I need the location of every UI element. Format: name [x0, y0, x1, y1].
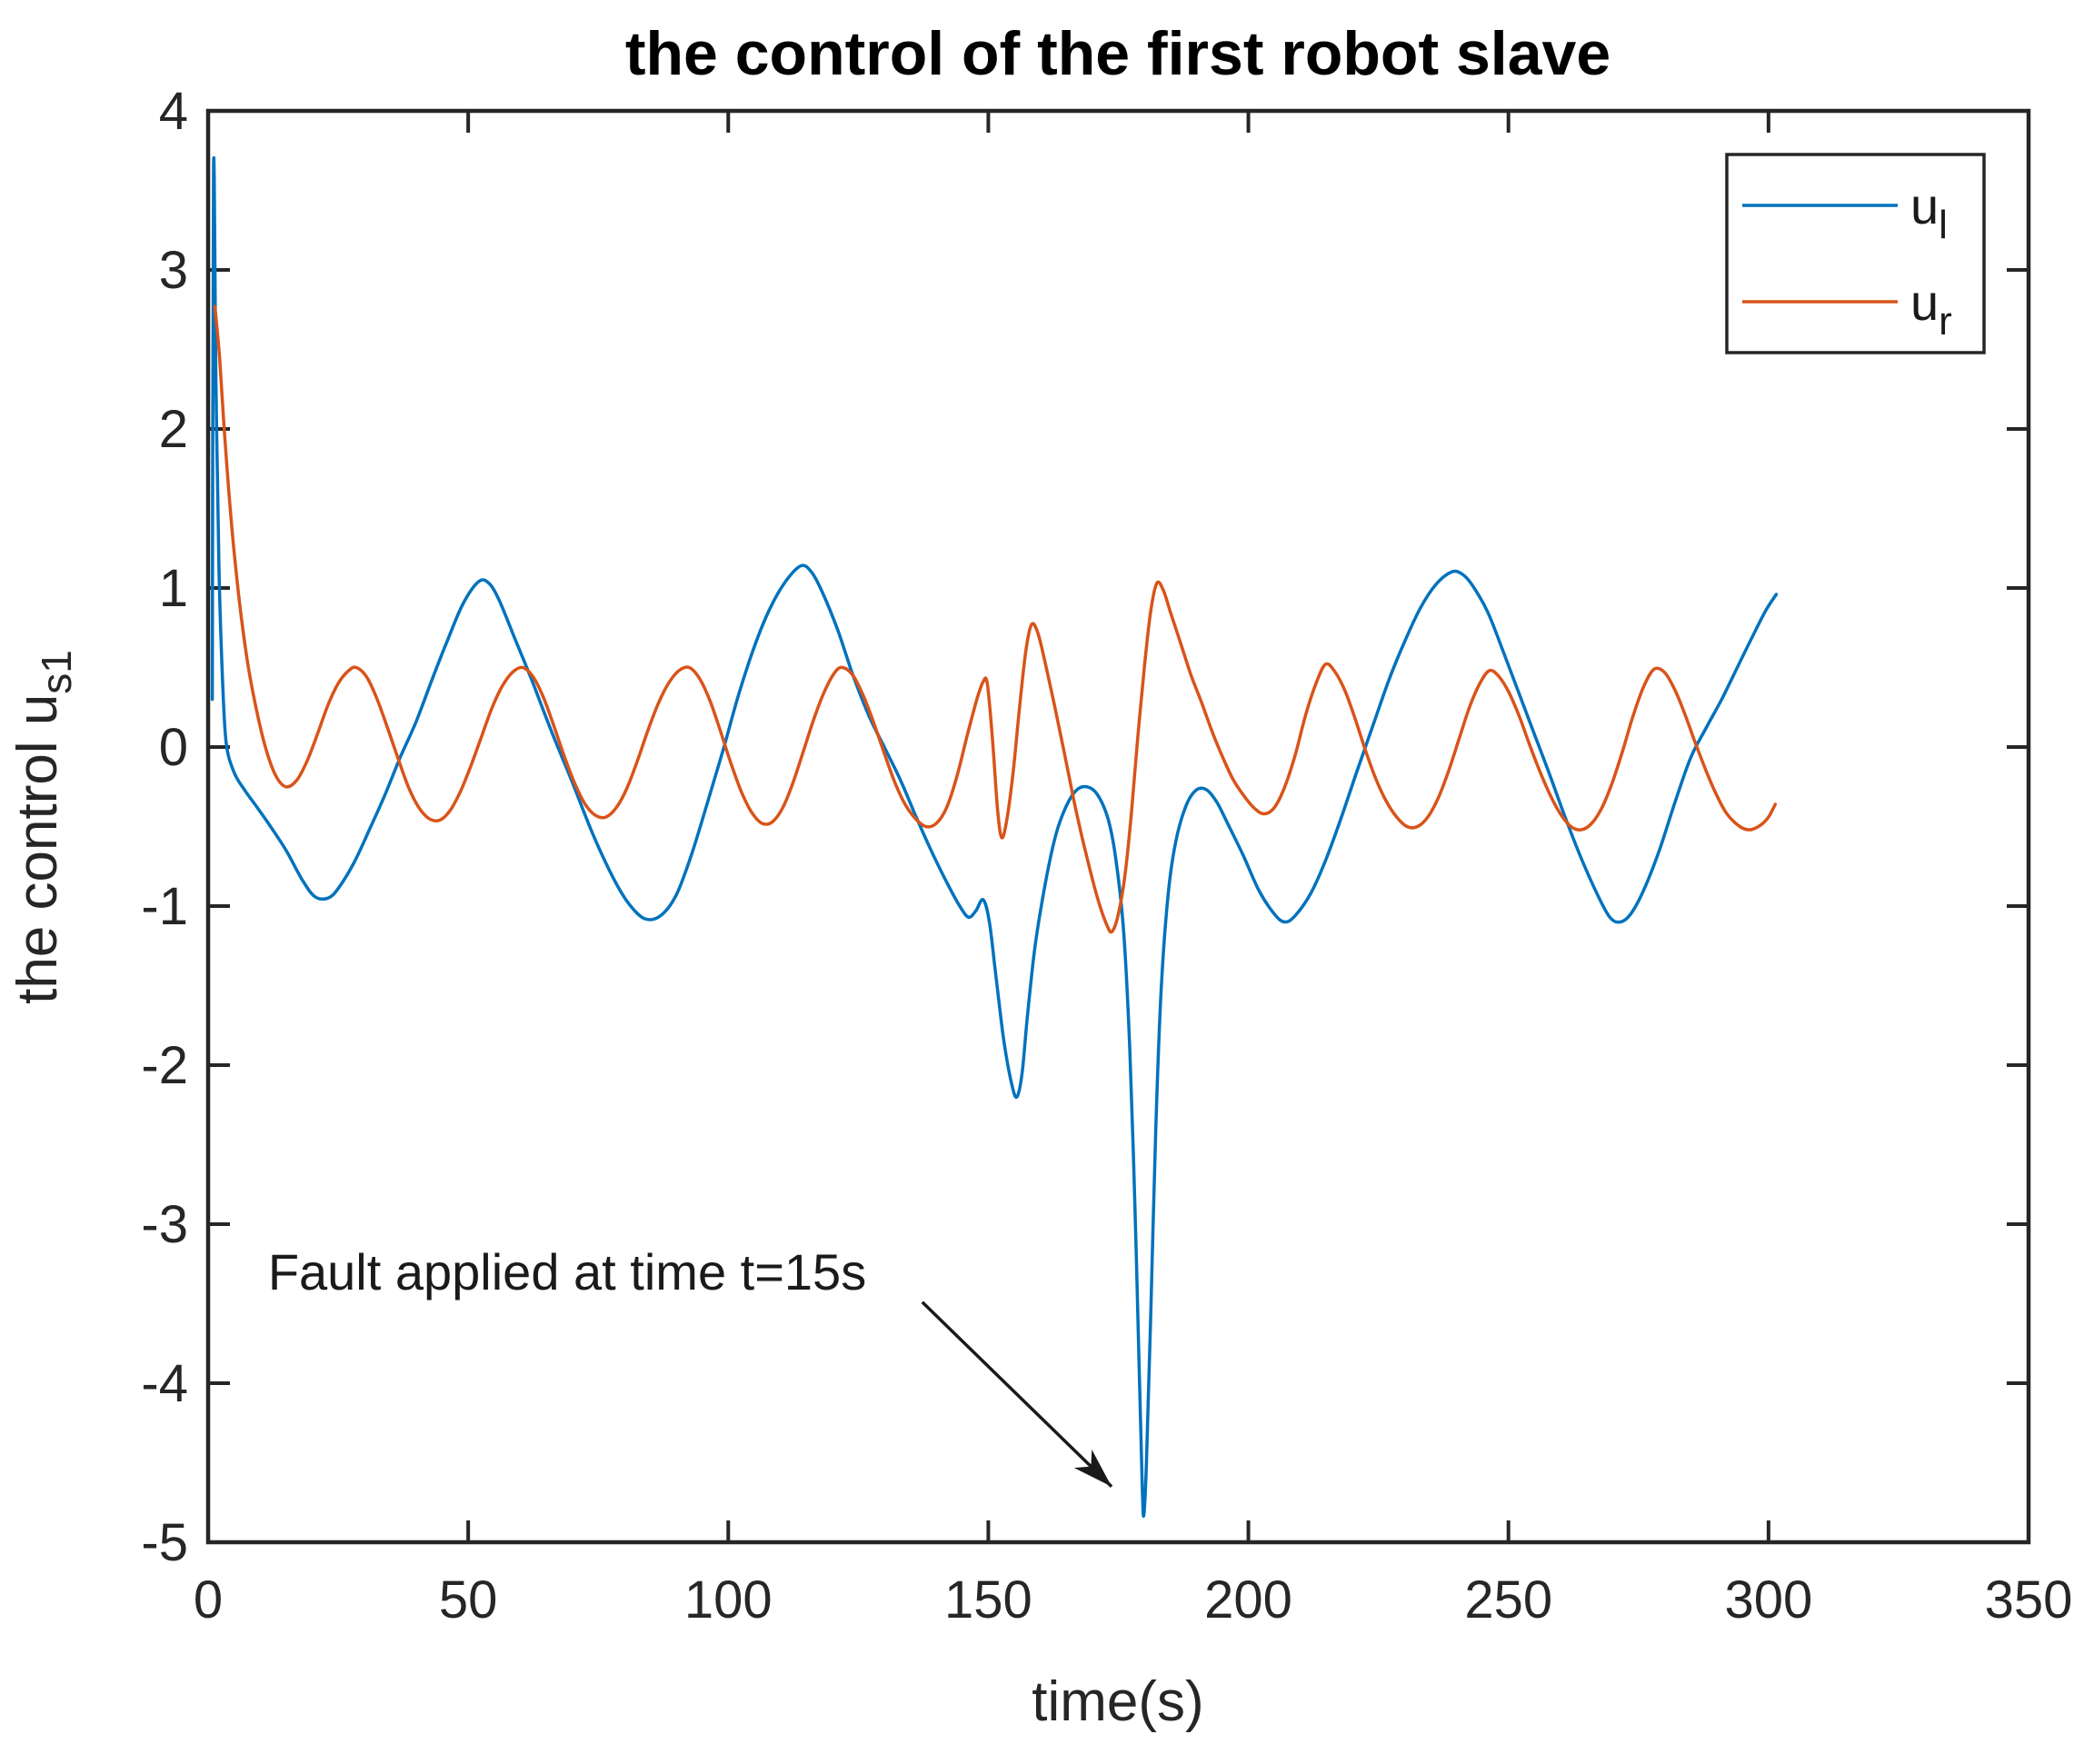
x-tick-label: 0 — [194, 1570, 223, 1629]
x-axis-label: time(s) — [1032, 1670, 1203, 1733]
legend-label-base: u — [1910, 177, 1939, 234]
y-tick-label: -5 — [141, 1513, 188, 1572]
annotation-arrowhead-icon — [1073, 1450, 1112, 1487]
y-tick-label: -4 — [141, 1354, 188, 1413]
legend-label-subscript: r — [1939, 299, 1952, 344]
legend-label-u_l: ul — [1910, 177, 1948, 247]
y-tick-label: 4 — [159, 82, 188, 141]
series-line-u_l — [210, 155, 1779, 1519]
chart-title: the control of the first robot slave — [625, 19, 1610, 88]
x-tick-label: 350 — [1985, 1570, 2073, 1629]
series-line-u_r — [213, 304, 1778, 934]
data-series — [210, 155, 1779, 1519]
y-tick-label: -2 — [141, 1036, 188, 1095]
legend-label-u_r: ur — [1910, 274, 1952, 344]
annotation-text: Fault applied at time t=15s — [268, 1243, 866, 1301]
legend-box — [1725, 153, 1986, 354]
y-axis-label: the control us1 — [6, 650, 80, 1004]
x-tick-label: 50 — [439, 1570, 498, 1629]
x-tick-label: 100 — [684, 1570, 773, 1629]
annotation-arrow-line — [921, 1301, 1113, 1489]
legend-label-base: u — [1910, 274, 1939, 331]
plot-border — [205, 108, 2031, 1545]
x-tick-label: 200 — [1204, 1570, 1292, 1629]
y-tick-label: 0 — [159, 718, 188, 777]
y-axis-label-base: the control u — [6, 694, 69, 1004]
y-tick-label: -1 — [141, 877, 188, 936]
x-tick-label: 250 — [1464, 1570, 1552, 1629]
y-tick-label: 3 — [159, 241, 188, 300]
y-tick-label: 2 — [159, 400, 188, 459]
y-tick-label: -3 — [141, 1195, 188, 1254]
x-tick-label: 150 — [944, 1570, 1032, 1629]
y-tick-label: 1 — [159, 559, 188, 618]
y-axis-label-subscript: s1 — [33, 650, 80, 694]
x-tick-label: 300 — [1724, 1570, 1812, 1629]
axis-tick-labels: 0 50 100 150 200 250 300 350 -5 -4 -3 -2 -1 0 1 2 3 4 — [141, 82, 2072, 1629]
legend-label-subscript: l — [1939, 203, 1948, 247]
fault-annotation: Fault applied at time t=15s — [268, 1243, 1113, 1489]
